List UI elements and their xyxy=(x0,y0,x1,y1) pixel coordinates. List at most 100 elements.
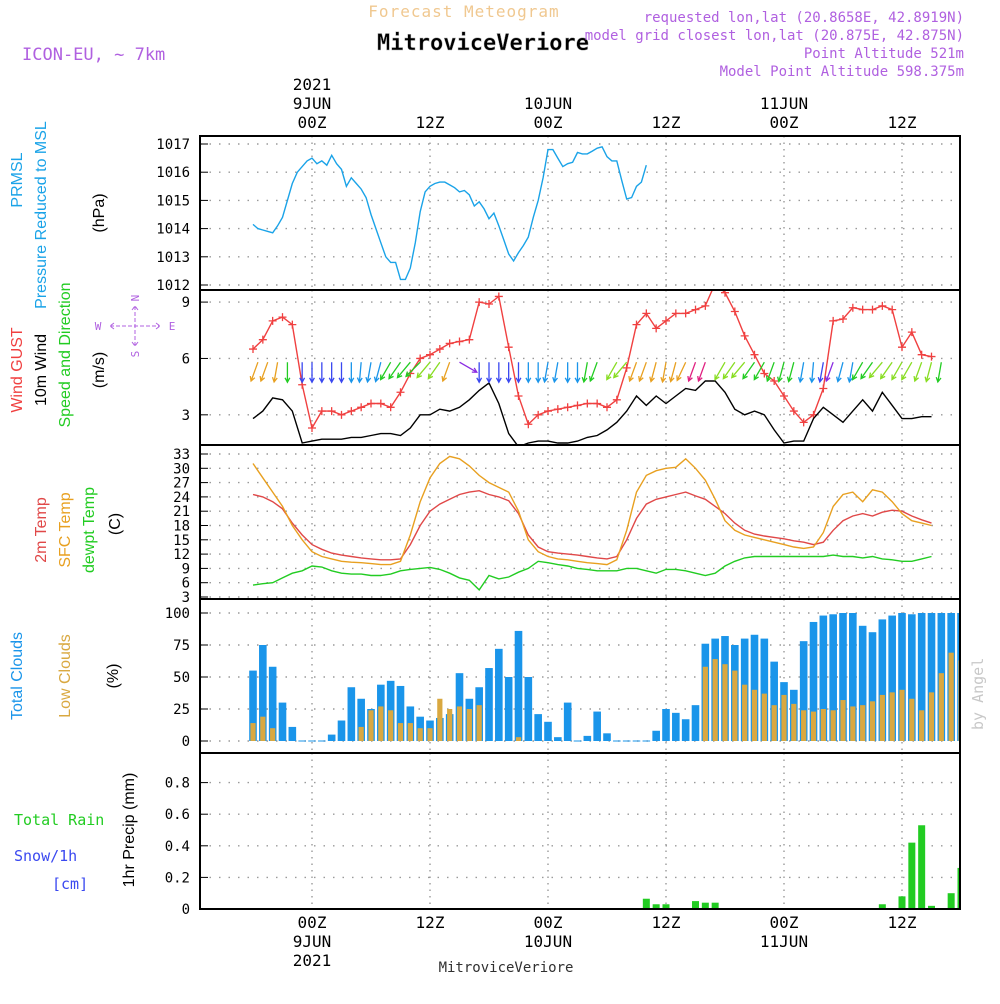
time-label: 11JUN xyxy=(760,932,808,951)
bar-total-clouds xyxy=(514,630,523,741)
bar-low-clouds xyxy=(850,706,856,741)
gust-marker xyxy=(504,343,513,352)
time-label: 10JUN xyxy=(524,932,572,951)
bar-precip xyxy=(662,904,670,909)
gust-marker xyxy=(917,350,926,359)
compass-s: S xyxy=(129,351,142,358)
wind-arrow xyxy=(338,362,345,384)
wind-arrow xyxy=(552,362,559,384)
pressure-label: Pressure Reduced to MSL xyxy=(33,121,50,309)
y-tick-label: 9 xyxy=(182,295,190,311)
wind-arrow xyxy=(628,361,638,383)
wind-arrow xyxy=(495,362,502,384)
bar-total-clouds xyxy=(485,668,493,741)
series-sfc-temp xyxy=(252,455,932,566)
wind-arrow xyxy=(817,362,824,384)
gust-marker xyxy=(327,407,336,416)
bar-low-clouds xyxy=(260,716,266,741)
wind-arrow xyxy=(581,362,588,384)
bar-total-clouds xyxy=(554,737,562,741)
wind-arrow xyxy=(271,362,279,384)
supertitle: Forecast Meteogram xyxy=(368,2,559,21)
bar-total-clouds xyxy=(839,613,847,741)
wind-arrow xyxy=(476,362,483,384)
bar-low-clouds xyxy=(889,692,895,741)
bar-low-clouds xyxy=(909,698,915,741)
y-tick-label: 27 xyxy=(173,476,190,492)
series-10m-wind xyxy=(252,380,932,445)
gust-marker xyxy=(288,320,297,329)
wind-arrow xyxy=(668,362,677,383)
wind-arrow xyxy=(459,361,478,373)
bar-low-clouds xyxy=(466,709,472,741)
gust-marker xyxy=(553,405,562,414)
gust-marker xyxy=(612,395,621,404)
gust-marker xyxy=(524,420,533,429)
time-label: 12Z xyxy=(652,913,681,932)
series-wind-gust xyxy=(252,290,932,430)
wind-arrow xyxy=(753,361,765,381)
clouds-label: (%) xyxy=(105,664,122,689)
wind-arrow xyxy=(564,362,571,384)
bar-total-clouds xyxy=(858,625,867,741)
wind-label: Wind GUST xyxy=(9,327,26,413)
bar-total-clouds xyxy=(495,648,503,741)
wind-arrow xyxy=(860,361,874,380)
y-tick-label: 0.6 xyxy=(165,807,190,823)
model-label: ICON-EU, ~ 7km xyxy=(22,45,165,65)
wind-arrow xyxy=(249,361,259,383)
compass-rose: N S W E xyxy=(95,295,176,358)
bar-total-clouds xyxy=(662,709,670,741)
bar-precip xyxy=(957,867,960,909)
bar-total-clouds xyxy=(927,613,936,741)
page-title: MitroviceVeriore xyxy=(377,31,589,56)
precip-side-label: Total Rain xyxy=(14,811,104,829)
wind-label: 10m Wind xyxy=(33,334,50,406)
y-tick-label: 100 xyxy=(165,606,190,622)
gust-marker xyxy=(868,305,877,314)
bar-total-clouds xyxy=(898,613,906,741)
bar-total-clouds xyxy=(681,719,690,741)
wind-arrow xyxy=(309,362,315,384)
wind-arrow xyxy=(697,361,706,383)
gust-marker xyxy=(278,313,287,322)
bar-low-clouds xyxy=(869,701,876,741)
bar-total-clouds xyxy=(691,705,700,741)
gust-marker xyxy=(386,403,395,412)
time-label: 2021 xyxy=(293,951,332,970)
bar-low-clouds xyxy=(948,652,954,741)
bar-low-clouds xyxy=(702,666,708,741)
y-tick-label: 25 xyxy=(173,702,190,718)
y-tick-label: 1016 xyxy=(156,165,190,181)
wind-arrow xyxy=(638,361,647,383)
time-label: 12Z xyxy=(652,113,681,132)
bar-precip xyxy=(692,901,699,909)
bar-precip xyxy=(711,902,719,909)
bar-low-clouds xyxy=(751,689,758,741)
gust-marker xyxy=(308,423,316,432)
gust-marker xyxy=(416,354,425,363)
gust-marker xyxy=(406,369,415,378)
bar-total-clouds xyxy=(563,702,572,741)
wind-arrow xyxy=(416,361,431,379)
pressure-label: (hPa) xyxy=(91,193,108,232)
gust-marker xyxy=(455,337,464,346)
bar-low-clouds xyxy=(988,649,993,741)
gust-marker xyxy=(357,403,366,412)
temp-label: 2m Temp xyxy=(33,497,50,563)
wind-arrow xyxy=(851,361,864,381)
wind-arrow xyxy=(879,361,893,380)
bar-low-clouds xyxy=(919,710,925,741)
gust-marker xyxy=(740,331,749,340)
wind-arrow xyxy=(809,362,816,384)
wind-arrow xyxy=(935,362,942,384)
gust-marker xyxy=(750,350,759,359)
time-label: 9JUN xyxy=(293,932,332,951)
bar-precip xyxy=(878,904,886,909)
bar-low-clouds xyxy=(397,723,404,741)
wind-arrow xyxy=(284,362,291,384)
